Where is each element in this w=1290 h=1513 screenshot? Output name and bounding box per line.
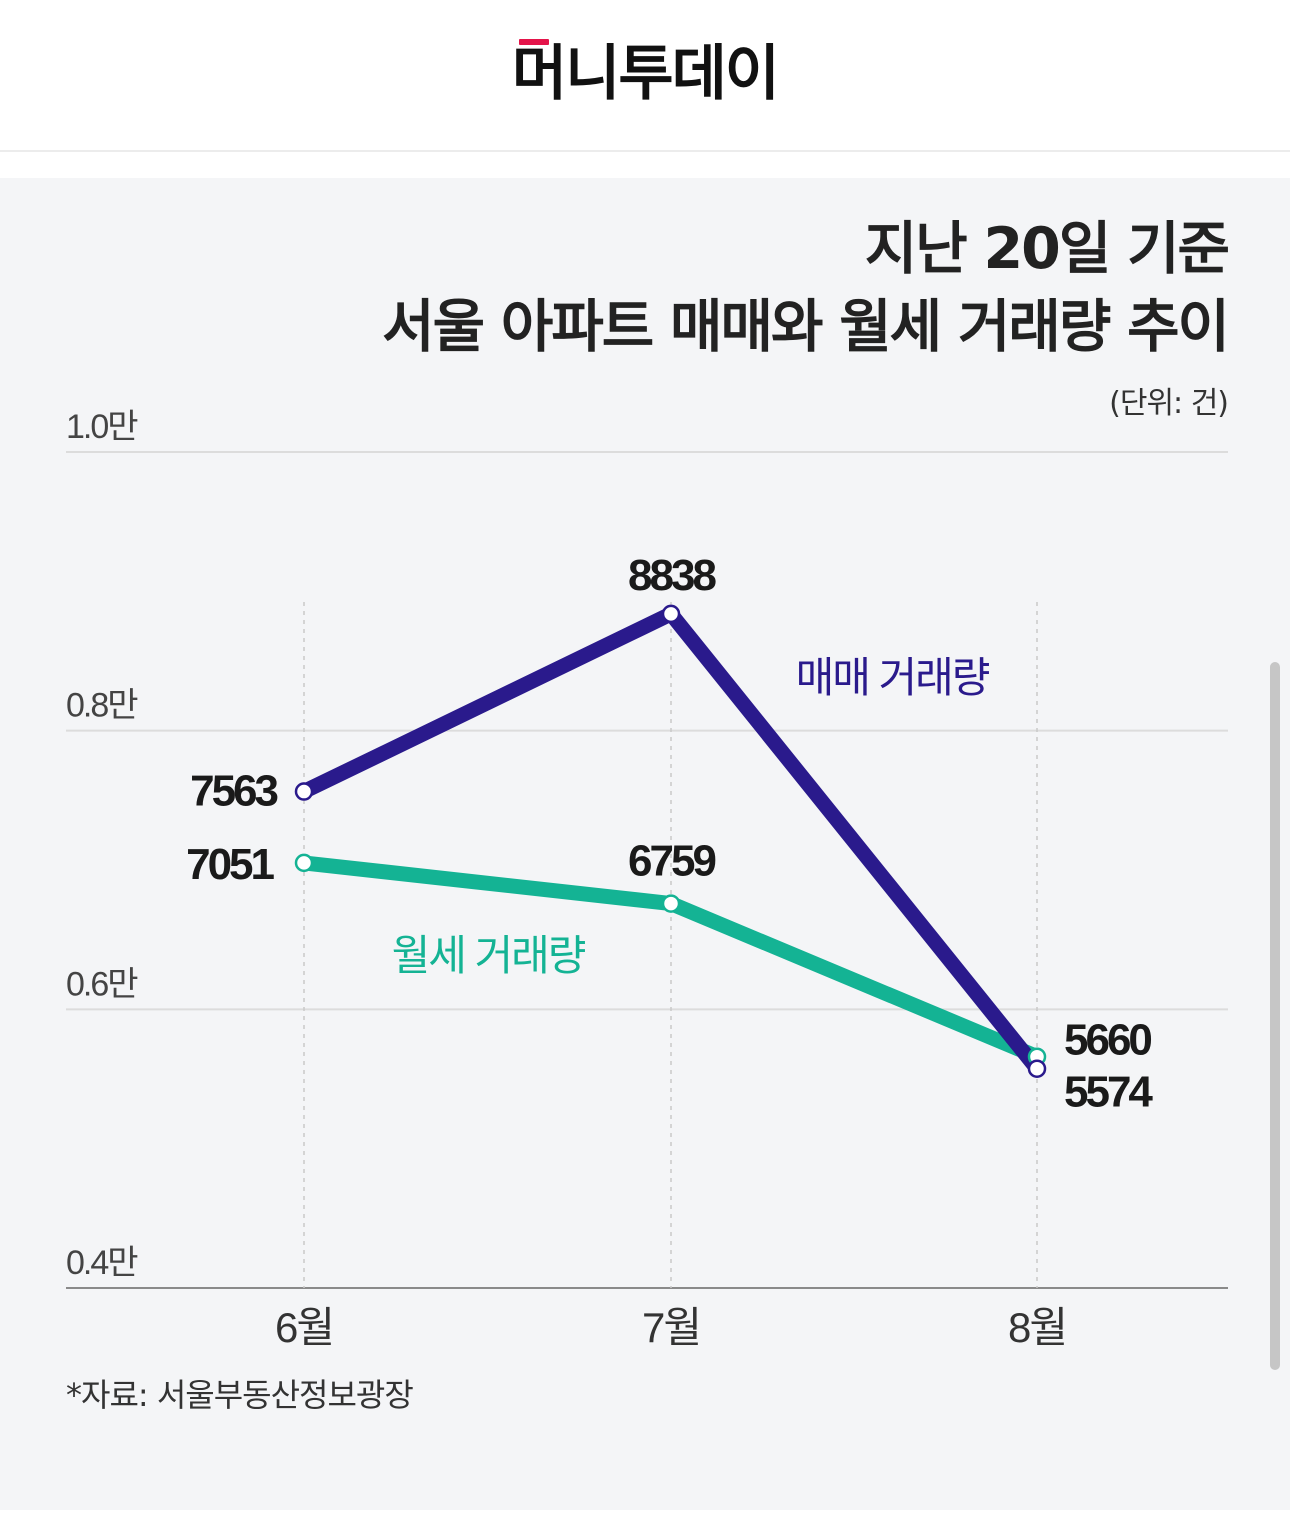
unit-label: (단위: 건) [1109, 386, 1229, 421]
y-tick-label: 0.6만 [66, 965, 138, 1003]
data-point [1027, 1059, 1047, 1078]
data-label: 7051 [186, 840, 274, 889]
data-label: 6759 [628, 837, 715, 886]
data-label: 7563 [190, 767, 277, 816]
series-label-sale: 매매 거래량 [796, 654, 990, 701]
x-tick-label: 8월 [1008, 1304, 1066, 1351]
data-point [294, 782, 314, 801]
series-label-rent: 월세 거래량 [392, 932, 586, 979]
scrollbar[interactable] [1270, 662, 1280, 1370]
data-point [661, 604, 681, 624]
source-note: *자료: 서울부동산정보광장 [66, 1376, 414, 1414]
x-tick-label: 6월 [275, 1304, 333, 1351]
header: 머니투데이 [0, 0, 1290, 152]
logo-accent-bar [519, 39, 549, 45]
chart-title: 지난 20일 기준 서울 아파트 매매와 월세 거래량 추이 [382, 210, 1230, 366]
data-label: 8838 [628, 551, 716, 600]
data-label: 5660 [1064, 1016, 1151, 1065]
y-tick-label: 0.4만 [66, 1244, 138, 1282]
y-tick-label: 1.0만 [66, 408, 138, 446]
chart-title-line2: 서울 아파트 매매와 월세 거래량 추이 [382, 294, 1230, 360]
data-point [661, 894, 681, 913]
y-tick-label: 0.8만 [66, 687, 138, 725]
data-point [294, 853, 314, 873]
logo[interactable]: 머니투데이 [512, 39, 780, 109]
data-label: 5574 [1064, 1068, 1153, 1117]
x-tick-label: 7월 [642, 1304, 700, 1351]
chart-title-line1: 지난 20일 기준 [864, 216, 1230, 282]
